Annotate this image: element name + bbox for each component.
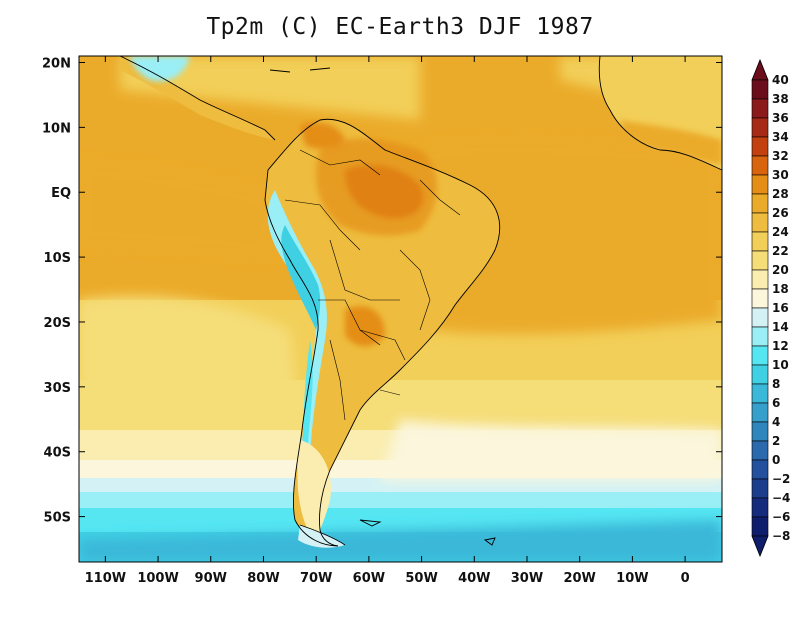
colorbar-level-label: 10: [772, 358, 789, 372]
patagonia-cool: [297, 440, 331, 540]
colorbar-level-label: 12: [772, 339, 789, 353]
colorbar-level-label: 38: [772, 92, 789, 106]
lat-tick-label: 30S: [44, 381, 71, 396]
lon-tick-label: 60W: [353, 571, 385, 586]
lat-tick-label: 10S: [44, 251, 71, 266]
gran-chaco-warm: [345, 306, 385, 347]
colombia-warm: [300, 122, 345, 150]
colorbar-level-label: 30: [772, 168, 789, 182]
lat-tick-label: 50S: [44, 511, 71, 526]
colorbar-swatch: [751, 98, 769, 119]
colorbar-swatch: [751, 516, 769, 537]
colorbar-level-label: −8: [772, 529, 790, 543]
tierra-del-fuego: [298, 525, 345, 548]
colorbar-swatch: [751, 269, 769, 290]
longitude-ticks: 110W 100W 90W 80W 70W 60W 50W 40W 30W 20W 10W 0: [85, 56, 690, 586]
south-atlantic-cool: [380, 420, 722, 480]
colorbar-level-label: 32: [772, 149, 789, 163]
colorbar: 4038363432302826242220181614121086420−2−…: [751, 58, 790, 558]
colorbar-swatch: [751, 478, 769, 499]
lat-tick-label: 40S: [44, 446, 71, 461]
country-borders: [284, 149, 461, 421]
warm-tropic-atlantic: [420, 138, 722, 335]
colorbar-level-label: 2: [772, 434, 780, 448]
colorbar-swatch: [751, 440, 769, 461]
lon-tick-label: 40W: [458, 571, 490, 586]
coastlines: [119, 56, 722, 547]
eastern-pacific-warm: [79, 160, 280, 260]
lon-tick-label: 30W: [511, 571, 543, 586]
map-frame: [78, 55, 723, 563]
colorbar-swatch: [751, 364, 769, 385]
colorbar-swatch: [751, 231, 769, 252]
colorbar-level-label: −4: [772, 491, 790, 505]
colorbar-swatch: [751, 250, 769, 271]
colorbar-swatch: [751, 459, 769, 480]
colorbar-swatch: [751, 326, 769, 347]
amazon-warm: [316, 138, 437, 236]
caribbean-cool: [120, 56, 420, 120]
map-title: Tp2m (C) EC-Earth3 DJF 1987: [206, 14, 594, 40]
lon-tick-label: 70W: [300, 571, 332, 586]
lon-tick-label: 20W: [563, 571, 595, 586]
colorbar-swatch: [751, 288, 769, 309]
colorbar-swatch: [751, 117, 769, 138]
colorbar-level-label: 6: [772, 396, 780, 410]
lon-tick-label: 100W: [137, 571, 178, 586]
andes-cold-ridge: [267, 190, 327, 508]
africa-warm: [620, 120, 722, 165]
colorbar-top-arrow: [751, 58, 769, 81]
colorbar-swatch: [751, 136, 769, 157]
colorbar-level-label: 34: [772, 130, 789, 144]
lon-tick-label: 80W: [247, 571, 279, 586]
colorbar-swatch: [751, 345, 769, 366]
colorbar-swatch: [751, 79, 769, 100]
colorbar-level-label: 4: [772, 415, 780, 429]
colorbar-level-label: 0: [772, 453, 780, 467]
colorbar-level-label: 22: [772, 244, 789, 258]
colorbar-swatch: [751, 155, 769, 176]
colorbar-swatch: [751, 383, 769, 404]
colorbar-swatch: [751, 307, 769, 328]
colorbar-level-label: 8: [772, 377, 780, 391]
lat-tick-label: 20N: [42, 56, 71, 71]
colorbar-level-label: −6: [772, 510, 790, 524]
lon-tick-label: 0: [681, 571, 690, 586]
colorbar-level-label: 18: [772, 282, 789, 296]
colorbar-bottom-arrow: [751, 535, 769, 558]
colorbar-swatch: [751, 497, 769, 518]
colorbar-level-label: 24: [772, 225, 789, 239]
lon-tick-label: 10W: [616, 571, 648, 586]
lat-tick-label: EQ: [51, 186, 71, 201]
far-south-cold: [79, 520, 722, 562]
cool-tongue-pacific: [79, 296, 300, 420]
colorbar-level-label: 26: [772, 206, 789, 220]
lon-tick-label: 110W: [85, 571, 126, 586]
colorbar-level-label: 40: [772, 73, 789, 87]
colorbar-swatch: [751, 421, 769, 442]
colorbar-level-label: −2: [772, 472, 790, 486]
colorbar-level-label: 20: [772, 263, 789, 277]
colorbar-swatch: [751, 212, 769, 233]
lat-tick-label: 20S: [44, 316, 71, 331]
lat-tick-label: 10N: [42, 121, 71, 136]
colorbar-level-label: 14: [772, 320, 789, 334]
lon-tick-label: 50W: [405, 571, 437, 586]
colorbar-level-label: 28: [772, 187, 789, 201]
temperature-field: [79, 56, 722, 562]
lon-tick-label: 90W: [195, 571, 227, 586]
colorbar-swatch: [751, 193, 769, 214]
latitude-ticks: 20N 10N EQ 10S 20S 30S 40S 50S: [42, 56, 722, 526]
colorbar-swatch: [751, 174, 769, 195]
colorbar-level-label: 16: [772, 301, 789, 315]
mexico-cool: [130, 56, 190, 82]
colorbar-level-label: 36: [772, 111, 789, 125]
colorbar-swatch: [751, 402, 769, 423]
